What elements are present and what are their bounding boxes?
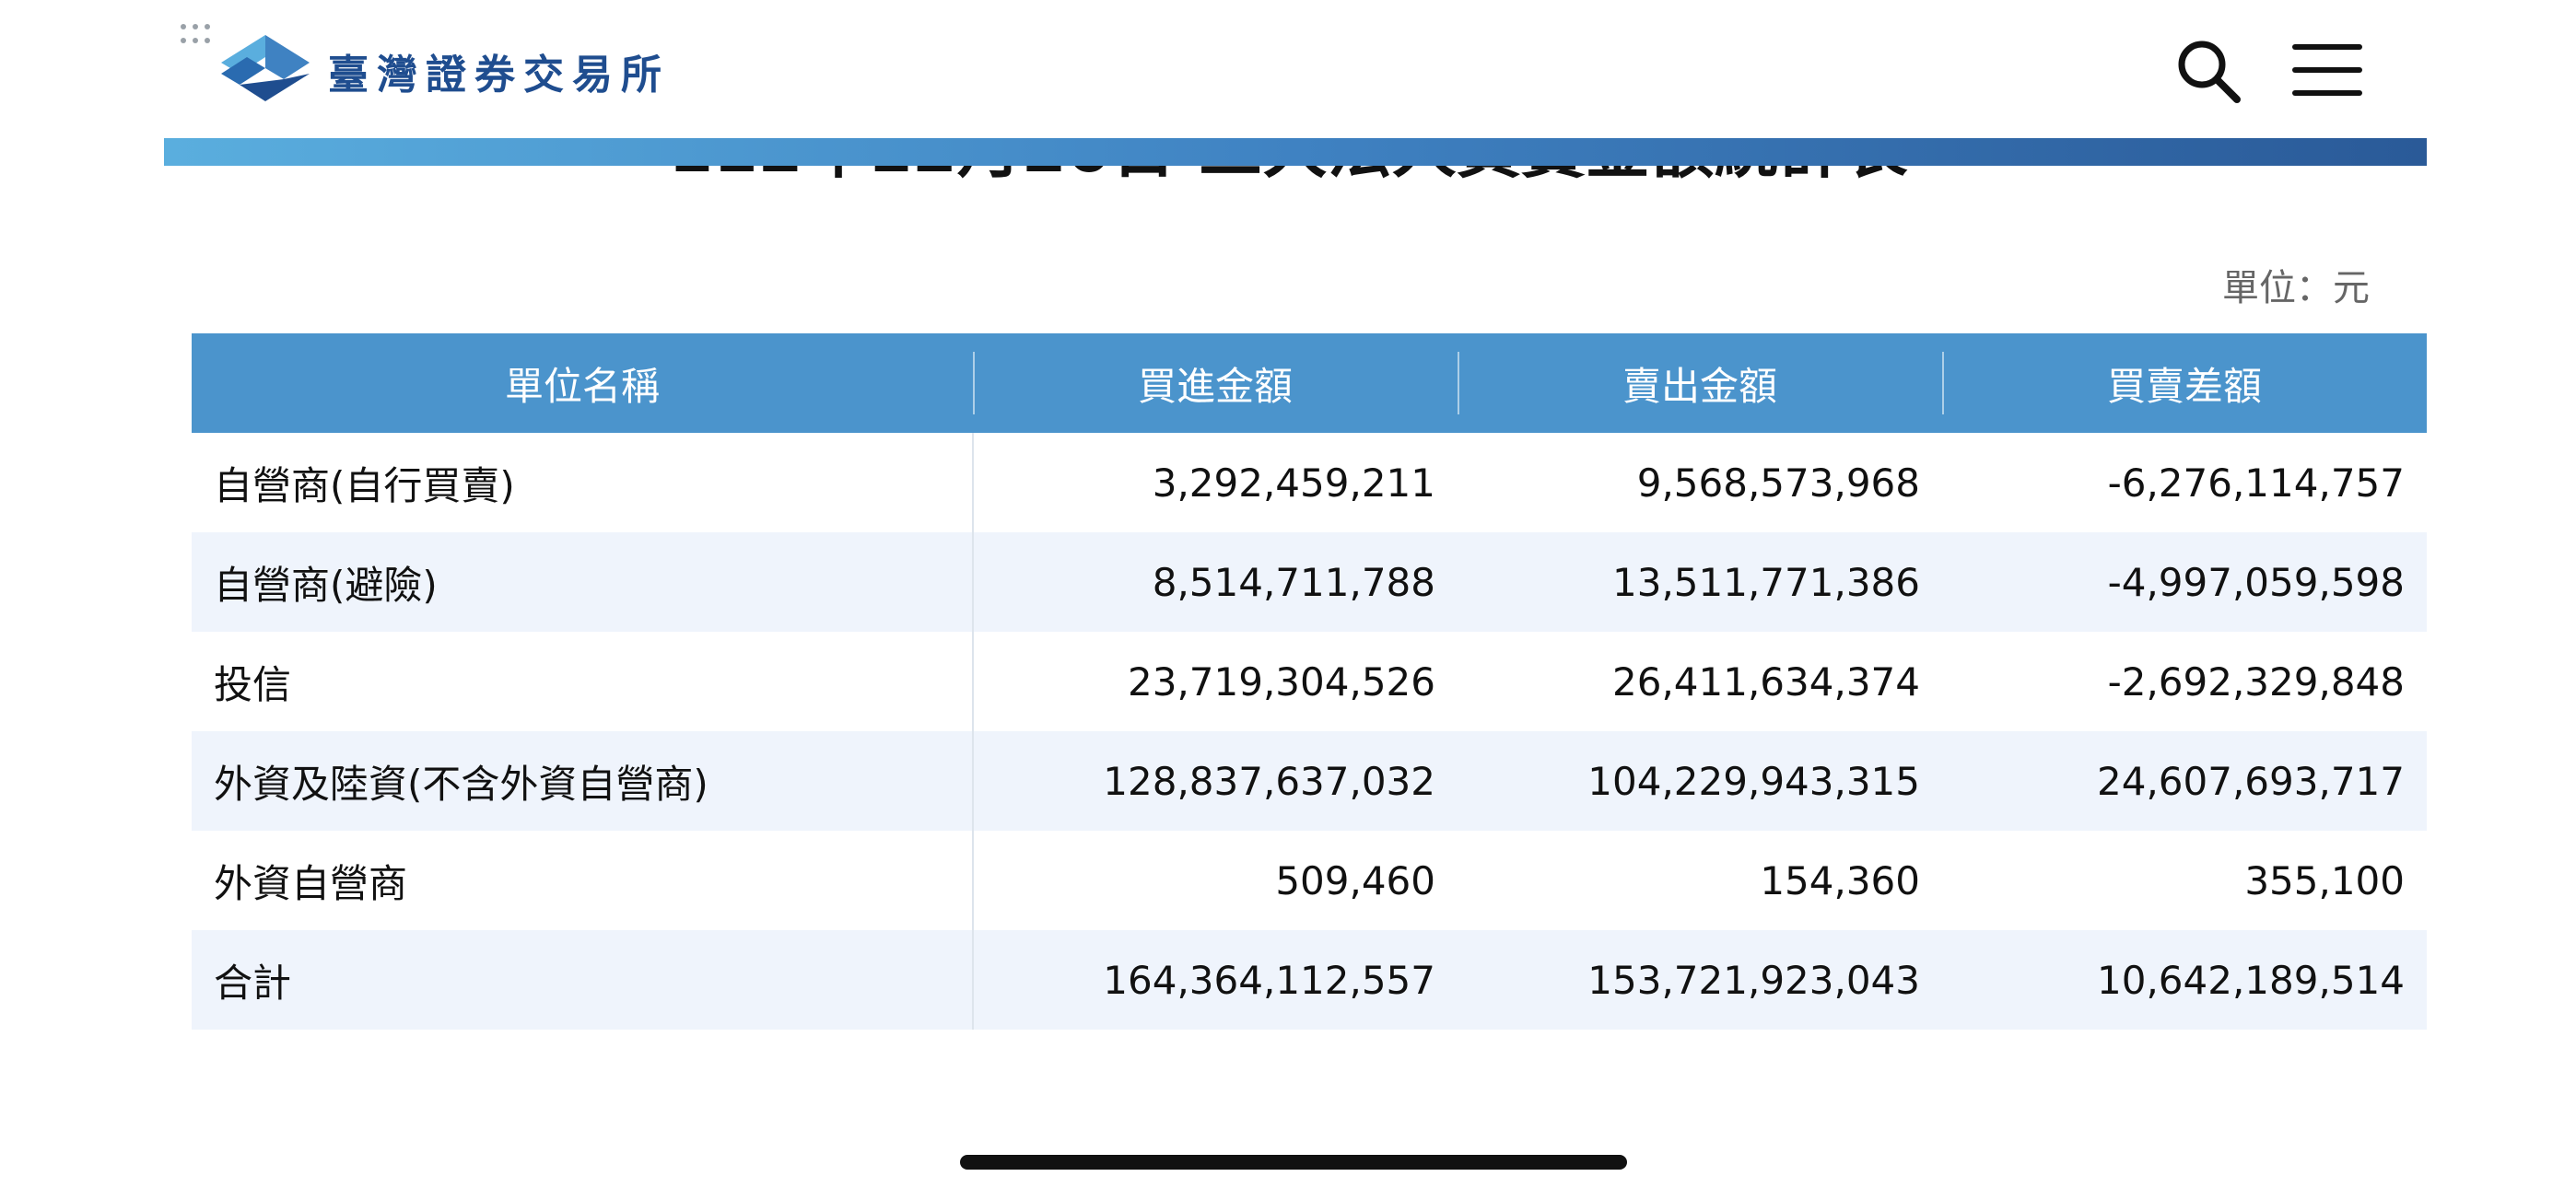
row-buy-amount: 164,364,112,557 <box>973 930 1458 1030</box>
table-row: 外資及陸資(不含外資自營商) 128,837,637,032 104,229,9… <box>192 731 2427 831</box>
row-sell-amount: 9,568,573,968 <box>1636 460 1920 506</box>
row-unit-name: 投信 <box>192 632 974 731</box>
row-buy-amount: 23,719,304,526 <box>1128 658 1435 705</box>
table-row-total: 合計 164,364,112,557 153,721,923,043 10,64… <box>192 930 2427 1030</box>
site-name[interactable]: 臺灣證券交易所 <box>328 52 670 99</box>
row-unit-name: 自營商(避險) <box>192 532 974 632</box>
row-sell-amount: 13,511,771,386 <box>1458 532 1942 632</box>
column-header-sell-amount: 賣出金額 <box>1458 333 1942 433</box>
row-unit-name: 外資及陸資(不含外資自營商) <box>192 731 974 831</box>
table-row: 自營商(自行買賣) 3,292,459,211 9,568,573,968 -6… <box>192 433 2427 532</box>
table-row: 投信 23,719,304,526 26,411,634,374 -2,692,… <box>192 632 2427 731</box>
row-unit-name: 自營商(自行買賣) <box>192 433 974 532</box>
row-sell-amount: 104,229,943,315 <box>1458 731 1942 831</box>
twse-logo-icon[interactable] <box>219 33 311 103</box>
row-unit-name: 合計 <box>192 930 974 1030</box>
search-icon[interactable] <box>2176 39 2241 103</box>
row-net-amount: -6,276,114,757 <box>2107 460 2405 506</box>
column-header-net-amount: 買賣差額 <box>1942 333 2427 433</box>
row-sell-amount: 154,360 <box>1760 857 1920 903</box>
row-unit-name: 外資自營商 <box>192 831 974 930</box>
drag-handle-dots-icon[interactable] <box>181 24 217 52</box>
row-buy-amount: 128,837,637,032 <box>973 731 1458 831</box>
row-net-amount: -4,997,059,598 <box>1942 532 2427 632</box>
unit-label: 單位：元 <box>2222 267 2370 309</box>
table-row: 外資自營商 509,460 154,360 355,100 <box>192 831 2427 930</box>
row-net-amount: 24,607,693,717 <box>1942 731 2427 831</box>
row-net-amount: -2,692,329,848 <box>2107 658 2405 705</box>
header-accent-bar <box>164 138 2427 166</box>
row-buy-amount: 509,460 <box>1275 857 1435 903</box>
column-header-unit-name: 單位名稱 <box>192 333 973 433</box>
row-sell-amount: 153,721,923,043 <box>1458 930 1942 1030</box>
row-buy-amount: 8,514,711,788 <box>973 532 1458 632</box>
institutional-trading-table: 單位名稱 買進金額 賣出金額 買賣差額 自營商(自行買賣) 3,292,459,… <box>192 333 2427 1030</box>
home-indicator[interactable] <box>960 1155 1627 1170</box>
table-row: 自營商(避險) 8,514,711,788 13,511,771,386 -4,… <box>192 532 2427 632</box>
row-buy-amount: 3,292,459,211 <box>1152 460 1435 506</box>
table-header-row: 單位名稱 買進金額 賣出金額 買賣差額 <box>192 333 2427 433</box>
row-net-amount: 10,642,189,514 <box>1942 930 2427 1030</box>
column-header-buy-amount: 買進金額 <box>973 333 1458 433</box>
hamburger-menu-icon[interactable] <box>2292 44 2362 96</box>
row-net-amount: 355,100 <box>2244 857 2405 903</box>
row-sell-amount: 26,411,634,374 <box>1612 658 1920 705</box>
